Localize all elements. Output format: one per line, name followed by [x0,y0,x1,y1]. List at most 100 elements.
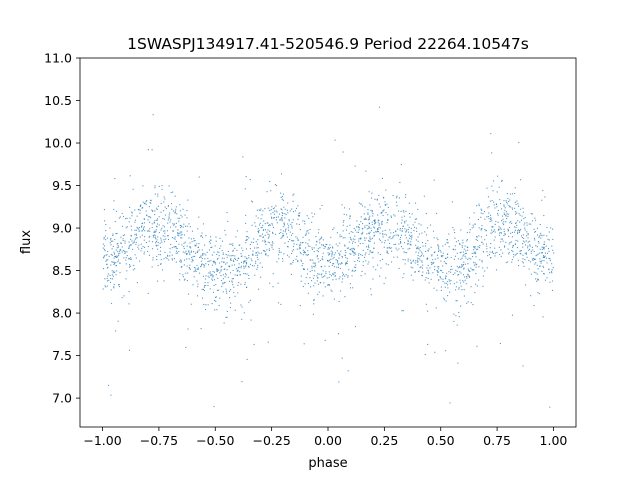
data-point [273,207,276,209]
data-point [484,239,486,241]
data-point [138,248,140,250]
data-point [302,220,304,222]
data-point [532,257,534,259]
data-point [162,225,164,227]
data-point [482,251,485,253]
data-point [178,235,180,237]
data-point [259,262,261,264]
data-point [182,208,184,210]
data-point [401,228,403,230]
data-point [151,266,153,268]
data-point [190,250,192,252]
data-point [210,239,212,241]
data-point [231,280,233,282]
data-point [528,268,530,270]
data-point [526,256,528,258]
data-point [488,212,490,214]
data-point [511,207,513,209]
data-point [304,250,306,252]
data-point [404,259,406,261]
data-point [432,272,434,274]
data-point [257,266,259,268]
data-point [292,200,294,202]
data-point [167,222,169,224]
data-point [129,175,131,177]
data-point [487,196,489,198]
data-point [149,235,151,237]
data-point [386,251,388,253]
data-point [421,251,423,253]
data-point [278,213,281,215]
data-point [351,248,353,250]
data-point [491,152,493,154]
data-point [260,276,262,278]
data-point [196,295,199,297]
data-point [500,238,502,240]
data-point [207,257,209,259]
data-point [486,216,488,218]
data-point [473,246,475,248]
data-point [216,289,219,291]
data-point [543,273,545,275]
data-point [283,224,286,226]
data-point [541,199,543,201]
data-point [399,227,401,230]
data-point [549,281,551,283]
y-tick-label: 8.5 [52,263,72,278]
data-point [116,247,118,249]
data-point [213,406,215,408]
data-point [368,233,370,235]
data-point [326,277,328,279]
data-point [272,211,274,214]
data-point [147,219,149,221]
data-point [361,233,363,235]
data-point [529,245,531,247]
data-point [106,267,109,269]
data-point [124,240,126,242]
data-point [505,200,507,202]
data-point [373,234,376,236]
data-point [142,245,144,248]
data-point [352,231,354,233]
data-point [370,238,372,240]
data-point [237,284,239,286]
data-point [438,266,440,268]
data-point [292,219,294,221]
data-point [464,263,466,265]
data-point [473,251,475,253]
data-point [440,269,442,271]
data-point [437,271,439,273]
data-point [421,242,424,244]
data-point [405,220,407,222]
data-point [469,229,471,231]
data-point [458,311,460,314]
data-point [384,233,386,235]
data-point [175,250,177,252]
data-point [117,256,119,258]
data-point [368,247,370,249]
data-point [363,213,365,215]
data-point [123,234,125,236]
data-point [466,239,468,241]
data-point [135,237,137,239]
data-point [483,211,486,213]
data-point [321,273,323,275]
data-point [116,255,118,257]
data-point [453,283,456,285]
data-point [426,258,428,260]
data-point [298,214,300,217]
data-point [541,246,543,248]
data-point [243,260,245,262]
data-point [281,198,283,200]
data-point [139,212,141,214]
data-point [314,213,316,215]
data-point [425,212,427,215]
data-point [379,253,381,256]
data-point [227,250,229,252]
data-point [323,282,325,284]
data-point [186,265,188,267]
data-point [507,228,509,230]
data-point [527,233,529,235]
data-point [470,302,472,304]
data-point [284,242,286,244]
